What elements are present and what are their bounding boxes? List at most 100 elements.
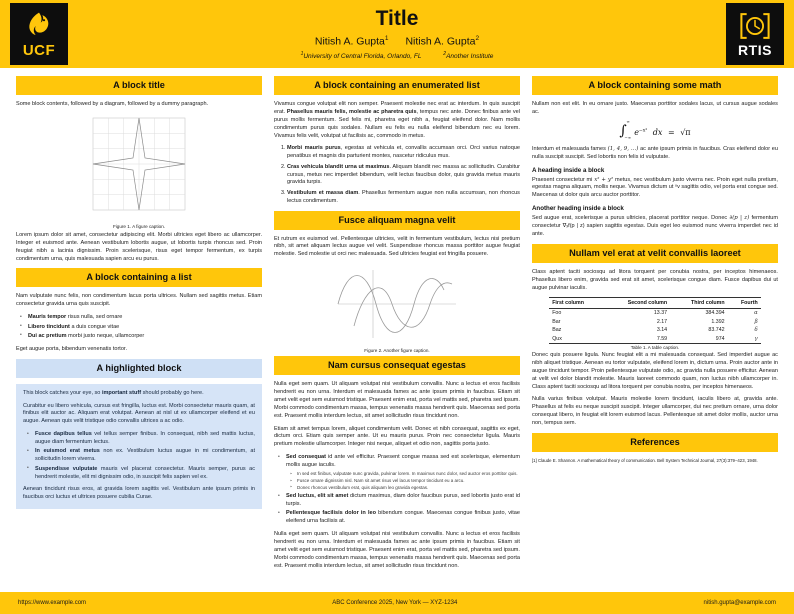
affil-text: University of Central Florida, Orlando, … xyxy=(303,53,422,61)
poster-footer: https://www.example.com ABC Conference 2… xyxy=(0,592,794,614)
affiliation-entry: 1University of Central Florida, Orlando,… xyxy=(301,51,422,61)
list-block-intro: Nam vulputate nunc felis, non condimentu… xyxy=(16,293,262,308)
author-affil-marker: 1 xyxy=(384,35,389,43)
list-item-lead: Suspendisse vulputate xyxy=(35,465,98,472)
highlight-lead: This block catches your eye, so importan… xyxy=(23,390,255,398)
list-item-rest: non ex. Vestibulum luctus augue in mi co… xyxy=(35,448,255,463)
table-block-intro: Class aptent taciti sociosqu ad litora t… xyxy=(531,268,778,291)
list-item: Sed luctus, elit sit amet dictum maximus… xyxy=(278,493,520,509)
list-item-rest: id ante vel efficitur. Praesent congue m… xyxy=(285,454,520,469)
block-heading: A block containing an enumerated list xyxy=(273,76,520,96)
list-item: Mauris tempor risus nulla, sed ornare xyxy=(20,314,262,322)
affil-marker: 2 xyxy=(443,51,447,58)
reference-entry: [1] Claude E. Shannon. A mathematical th… xyxy=(531,457,758,463)
header-text-group: Title Nitish A. Gupta1 Nitish A. Gupta2 … xyxy=(68,7,726,61)
block-heading: Nam cursus consequat egestas xyxy=(273,356,520,376)
footer-website-link[interactable]: https://www.example.com xyxy=(18,600,87,606)
nam-para-3: Nulla eget sem quam. Ut aliquam volutpat… xyxy=(273,531,520,569)
list-item-lead: Sed luctus, elit sit amet xyxy=(285,493,349,500)
inner-heading-1: A heading inside a block xyxy=(531,166,605,174)
data-table: First column Second column Third column … xyxy=(549,297,761,345)
block-heading-highlighted: A highlighted block xyxy=(16,358,262,378)
list-item-rest: . Phasellus fermentum augue non nulla ac… xyxy=(286,189,520,204)
enum-intro-post: , tempus nec ante. Donec finibus ante ve… xyxy=(273,108,520,139)
bullet-list: Mauris tempor risus nulla, sed ornare Li… xyxy=(16,314,262,341)
differential: dx xyxy=(652,127,663,137)
ucf-logo: UCF xyxy=(10,3,68,65)
star-plot-figure xyxy=(92,117,186,211)
sub-bullet-list: In sed est finibus, vulputate nunc gravi… xyxy=(286,471,520,491)
list-item: Suspendisse vulputate mauris vel placera… xyxy=(27,465,255,482)
table-cell: α xyxy=(754,309,758,316)
highlight-lead-post: should probably go here. xyxy=(141,389,204,396)
after-eq-post: ac ante ipsum primis in faucibus. Cras e… xyxy=(531,145,778,160)
exponent: −x² xyxy=(638,128,648,134)
block-heading: Fusce aliquam magna velit xyxy=(273,210,520,230)
list-item-rest: a duis congue vitae xyxy=(69,323,120,330)
equation-result: √π xyxy=(680,127,691,137)
list-item-lead: Sed consequat xyxy=(285,454,326,461)
block-a-highlighted-block: A highlighted block This block catches y… xyxy=(16,358,262,510)
pegasus-icon xyxy=(29,12,49,35)
author-entry: Nitish A. Gupta2 xyxy=(405,35,479,48)
table-cell: β xyxy=(754,318,758,325)
author-entry: Nitish A. Gupta1 xyxy=(315,35,389,48)
table-header-row: First column Second column Third column … xyxy=(549,297,761,309)
fusce-body: Et rutrum ex euismod vel. Pellentesque u… xyxy=(273,235,520,258)
list-block-outro: Eget augue porta, bibendum venenatis tor… xyxy=(16,345,128,352)
h1-post: metus, nec vestibulum justo viverra nec.… xyxy=(531,176,778,199)
list-item-lead: Dui ac pretium xyxy=(28,332,67,339)
poster-header: UCF Title Nitish A. Gupta1 Nitish A. Gup… xyxy=(0,0,794,68)
author-affil-marker: 2 xyxy=(475,35,480,43)
inner-heading-2-body: Sed augue erat, scelerisque a purus ultr… xyxy=(532,215,778,239)
middle-column: A block containing an enumerated list Vi… xyxy=(268,76,526,592)
table-cell: 3.14 xyxy=(656,327,668,334)
list-item-rest: . Aliquam blandit nec massa ac sollicitu… xyxy=(286,163,520,186)
list-item-rest: mauris vel placerat consectetur. Mauris … xyxy=(35,465,255,480)
block-references: References [1] Claude E. Shannon. A math… xyxy=(531,432,778,464)
author-name: Nitish A. Gupta xyxy=(314,35,385,48)
affiliation-entry: 2Another Institute xyxy=(443,51,493,61)
footer-email-link[interactable]: nitish.gupta@example.com xyxy=(703,600,776,606)
h2-math: ∂(p | z) xyxy=(729,215,750,222)
table-cell: 13.37 xyxy=(653,309,668,316)
display-equation: ∫ ∞ −∞ e−x² dx = √π xyxy=(619,118,691,140)
table-head: First column Second column Third column … xyxy=(549,297,761,309)
list-item-lead: Cras vehicula blandit urna ut maximus xyxy=(286,163,390,170)
affil-text: Another Institute xyxy=(446,53,494,61)
table-cell: 974 xyxy=(670,334,728,345)
list-item: In euismod erat metus non ex. Vestibulum… xyxy=(27,448,255,464)
rtis-wordmark: RTIS xyxy=(738,42,772,58)
h1-math: x² + y² xyxy=(594,176,614,183)
author-name: Nitish A. Gupta xyxy=(405,35,476,48)
clock-bracket-icon xyxy=(740,13,770,39)
table-cell: 2.17 xyxy=(656,318,668,325)
h1-pre: Praesent consectetur mi xyxy=(531,176,595,183)
block-body-text: Lorem ipsum dolor sit amet, consectetur … xyxy=(16,231,262,262)
list-item-rest: risus nulla, sed ornare xyxy=(66,314,123,321)
column-header: First column xyxy=(549,297,605,309)
list-item-lead: Morbi mauris purus xyxy=(286,145,341,152)
highlight-lead-pre: This block catches your eye, so xyxy=(23,389,102,396)
list-item-lead: Libero tincidunt xyxy=(28,323,70,330)
highlight-lead-bold: important stuff xyxy=(101,389,142,396)
list-item-rest: , egestas at vehicula et, convallis accu… xyxy=(286,145,520,160)
h2-pre: Sed augue erat, scelerisque a purus ultr… xyxy=(531,215,730,222)
list-item-lead: Vestibulum et massa diam xyxy=(286,189,359,196)
author-list: Nitish A. Gupta1 Nitish A. Gupta2 xyxy=(74,35,720,48)
list-item: Fusce dapibus tellus vel tellus semper f… xyxy=(27,431,255,447)
integral-upper-limit: ∞ xyxy=(626,118,630,124)
column-header: Fourth xyxy=(727,297,761,309)
block-a-block-containing-a-list: A block containing a list Nam vulputate … xyxy=(16,268,262,353)
list-item: Libero tincidunt a duis congue vitae xyxy=(20,323,262,332)
ucf-wordmark: UCF xyxy=(22,41,56,59)
footer-conference-info: ABC Conference 2025, New York — XYZ-1234 xyxy=(332,600,458,606)
table-row: Bar 2.17 1.392 β xyxy=(549,317,761,326)
math-block-intro: Nullam non est elit. In eu ornare justo.… xyxy=(531,101,778,115)
math-after-text: Interdum et malesuada fames (1, 4, 9, …)… xyxy=(532,146,778,162)
column-header: Second column xyxy=(604,297,671,309)
table-cell: δ xyxy=(754,327,758,334)
table-cell: Foo xyxy=(552,309,562,316)
left-column: A block title Some block contents, follo… xyxy=(10,76,268,592)
